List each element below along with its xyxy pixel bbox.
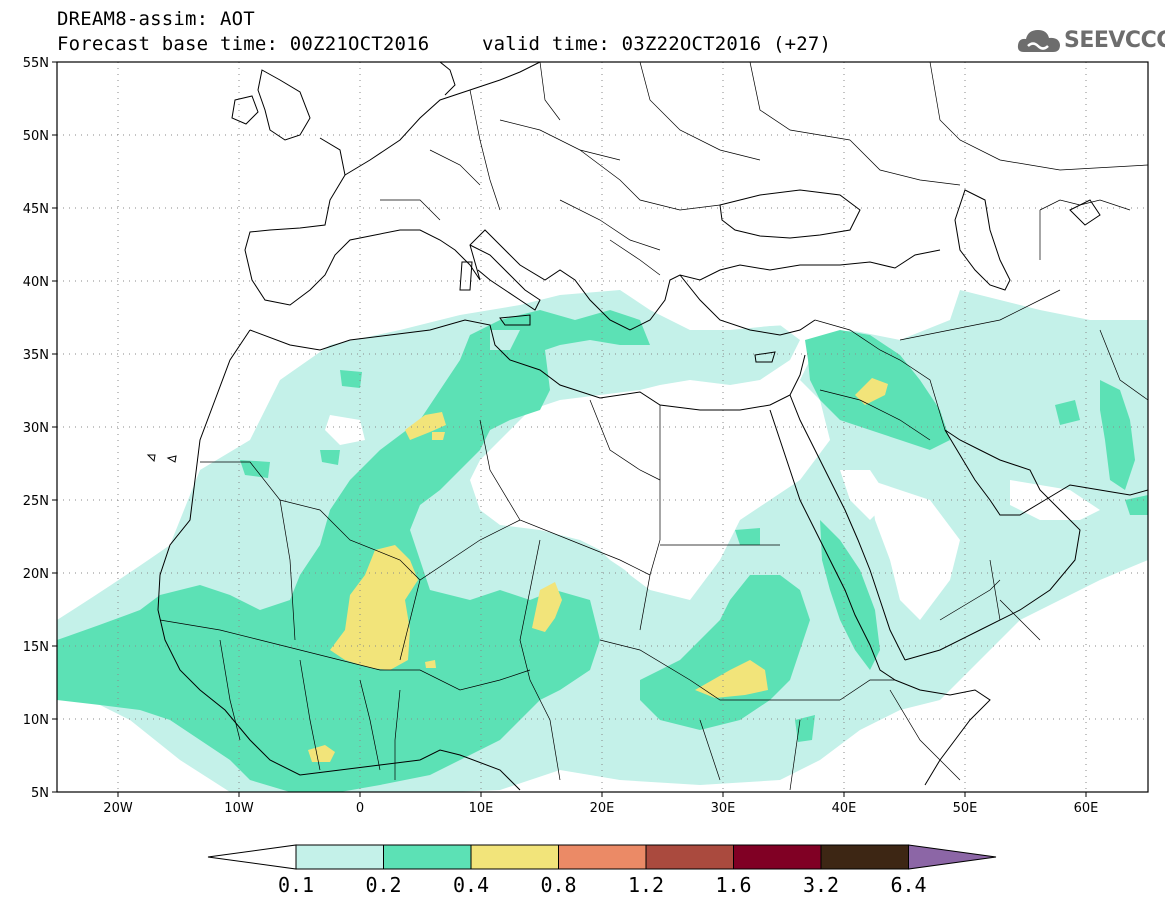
lat-label-30n: 30N [23,421,49,436]
colorbar-label-0-2: 0.2 [365,873,401,897]
lat-label-5n: 5N [31,786,49,801]
lat-label-45n: 45N [23,202,49,217]
colorbar-cell-8 [908,844,997,870]
colorbar-labels: 0.1 0.2 0.4 0.8 1.2 1.6 3.2 6.4 [278,873,927,897]
axis-ticks [52,61,1087,797]
lat-label-15n: 15N [23,640,49,655]
lon-label-10e: 10E [469,801,494,816]
colorbar [207,844,997,870]
colorbar-cell-1 [295,844,384,870]
map-title: DREAM8-assim: AOT [57,8,255,30]
country-borders [159,62,1148,791]
colorbar-label-1-2: 1.2 [628,873,664,897]
cloud-logo-icon [1017,30,1060,52]
lat-label-50n: 50N [23,129,49,144]
logo-text: SEEVCCC [1064,28,1165,53]
lon-label-30e: 30E [711,801,736,816]
aot-level-0-4 [308,378,888,762]
lon-label-0: 0 [356,801,364,816]
colorbar-label-6-4: 6.4 [890,873,926,897]
lat-label-10n: 10N [23,713,49,728]
lon-label-50e: 50E [953,801,978,816]
lon-label-10w: 10W [224,801,254,816]
colorbar-label-0-8: 0.8 [540,873,576,897]
colorbar-cell-6 [733,844,822,870]
colorbar-label-3-2: 3.2 [803,873,839,897]
lon-label-40e: 40E [832,801,857,816]
latitude-labels: 55N 50N 45N 40N 35N 30N 25N 20N 15N 10N … [23,56,49,801]
colorbar-label-0-1: 0.1 [278,873,314,897]
colorbar-cell-2 [383,844,472,870]
colorbar-cell-7 [820,844,909,870]
colorbar-label-1-6: 1.6 [715,873,751,897]
longitude-labels: 20W 10W 0 10E 20E 30E 40E 50E 60E [103,801,1098,816]
colorbar-cell-5 [645,844,734,870]
lon-label-20w: 20W [103,801,133,816]
colorbar-cell-4 [558,844,647,870]
lat-label-25n: 25N [23,494,49,509]
colorbar-cell-3 [470,844,559,870]
lat-label-35n: 35N [23,348,49,363]
aot-field [57,62,1148,792]
colorbar-cell-0 [207,844,297,870]
lon-label-20e: 20E [590,801,615,816]
lat-label-40n: 40N [23,275,49,290]
forecast-time-line: Forecast base time: 00Z21OCT2016 valid ti… [57,33,831,55]
lon-label-60e: 60E [1074,801,1099,816]
lat-label-55n: 55N [23,56,49,71]
base-time: Forecast base time: 00Z21OCT2016 [57,33,430,55]
valid-time: valid time: 03Z22OCT2016 (+27) [482,33,832,55]
aot-level-0-2 [57,310,1148,792]
coastlines [146,62,1148,791]
seevccc-logo: SEEVCCC [1016,22,1165,58]
colorbar-label-0-4: 0.4 [453,873,489,897]
lat-label-20n: 20N [23,567,49,582]
